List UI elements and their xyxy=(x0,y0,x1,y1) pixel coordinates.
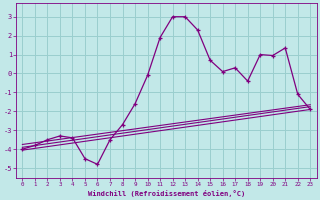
X-axis label: Windchill (Refroidissement éolien,°C): Windchill (Refroidissement éolien,°C) xyxy=(88,190,245,197)
